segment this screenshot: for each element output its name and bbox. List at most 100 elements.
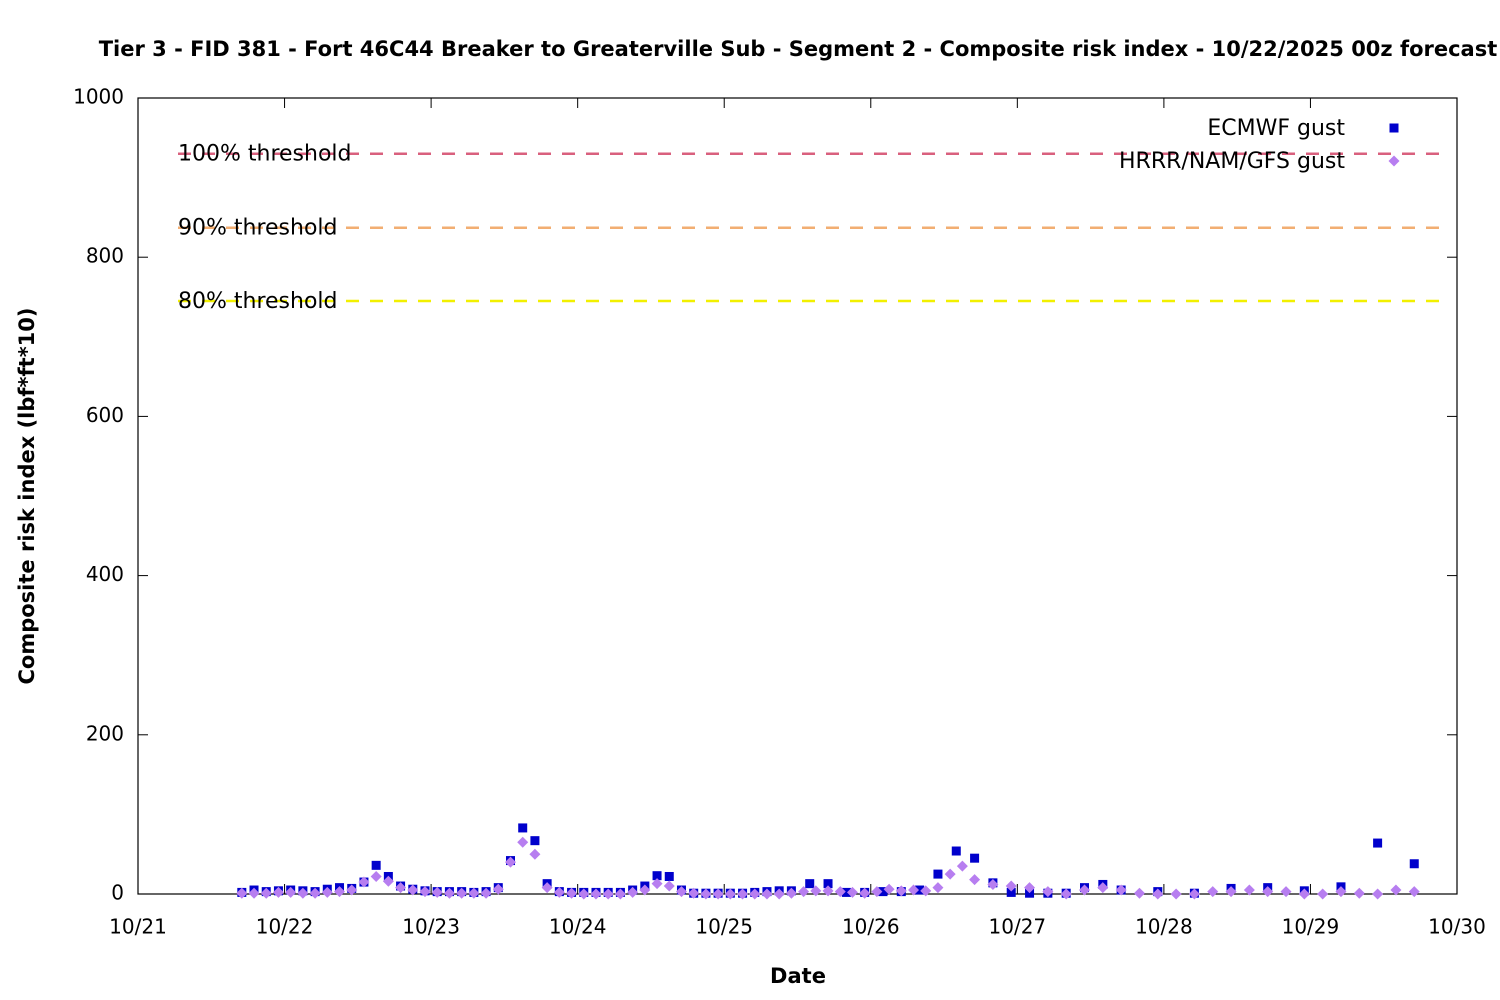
data-point [504, 856, 516, 868]
data-point [578, 888, 590, 900]
data-point [675, 886, 687, 898]
data-point [260, 887, 272, 899]
data-point [761, 888, 773, 900]
data-point [517, 836, 529, 848]
data-point [823, 879, 833, 889]
data-point [859, 887, 871, 899]
data-point [798, 886, 810, 898]
data-point [272, 886, 284, 898]
data-point [841, 887, 851, 897]
data-point [1335, 886, 1347, 898]
data-point [1409, 859, 1419, 869]
data-point [1005, 880, 1017, 892]
data-point [1060, 888, 1072, 900]
data-point [951, 846, 961, 856]
data-point [664, 871, 674, 881]
data-point [346, 884, 358, 896]
data-point [1372, 888, 1384, 900]
data-point [1298, 888, 1310, 900]
data-point [1408, 886, 1420, 898]
data-point [1207, 886, 1219, 898]
data-point [688, 887, 700, 899]
data-point [1373, 838, 1383, 848]
data-point [395, 882, 407, 894]
x-axis-label: Date [770, 964, 826, 988]
legend-label: ECMWF gust [1207, 116, 1345, 141]
data-point [614, 888, 626, 900]
data-point [651, 878, 663, 890]
data-point [700, 888, 712, 900]
data-point [468, 887, 480, 899]
data-point [1225, 886, 1237, 898]
y-axis-label: Composite risk index (lbf*ft*10) [15, 307, 39, 684]
threshold-label: 100% threshold [178, 142, 352, 167]
data-point [1262, 886, 1274, 898]
x-tick-label: 10/26 [842, 915, 900, 939]
data-point [785, 887, 797, 899]
data-point [371, 860, 381, 870]
x-tick-label: 10/29 [1282, 915, 1340, 939]
legend-label: HRRR/NAM/GFS gust [1119, 149, 1345, 174]
data-point [810, 885, 822, 897]
data-point [639, 884, 651, 896]
data-point [1243, 884, 1255, 896]
data-point [908, 884, 920, 896]
data-point [553, 886, 565, 898]
plot-frame [137, 97, 1458, 895]
data-point [627, 886, 639, 898]
data-point [382, 875, 394, 887]
data-point [944, 868, 956, 880]
data-point [878, 887, 888, 897]
data-point [1152, 888, 1164, 900]
legend-marker [1389, 123, 1399, 133]
data-point [1280, 886, 1292, 898]
data-point [724, 888, 736, 900]
x-tick-label: 10/21 [109, 915, 167, 939]
data-point [773, 888, 785, 900]
data-point [895, 885, 907, 897]
data-point [530, 836, 540, 846]
data-point [602, 888, 614, 900]
data-point [933, 869, 943, 879]
y-tick-label: 800 [86, 244, 124, 268]
data-point [834, 886, 846, 898]
data-point [915, 885, 925, 895]
y-tick-label: 1000 [73, 85, 124, 109]
data-point [970, 853, 980, 863]
data-point [969, 874, 981, 886]
legend-marker [1388, 155, 1400, 167]
data-point [712, 888, 724, 900]
data-point [1188, 888, 1200, 900]
y-tick-label: 400 [86, 562, 124, 586]
data-point [541, 882, 553, 894]
data-point [652, 871, 662, 881]
data-point [1042, 886, 1054, 898]
chart-title: Tier 3 - FID 381 - Fort 46C44 Breaker to… [99, 37, 1498, 61]
data-point [419, 886, 431, 898]
x-tick-label: 10/23 [402, 915, 460, 939]
data-point [1390, 884, 1402, 896]
y-tick-label: 600 [86, 403, 124, 427]
data-point [590, 888, 602, 900]
data-point [956, 860, 968, 872]
data-point [407, 884, 419, 896]
data-point [737, 888, 749, 900]
data-point [1115, 884, 1127, 896]
data-point [297, 887, 309, 899]
data-point [932, 882, 944, 894]
data-point [1133, 887, 1145, 899]
data-point [846, 886, 858, 898]
x-tick-label: 10/30 [1428, 915, 1486, 939]
x-tick-label: 10/27 [989, 915, 1047, 939]
data-point [663, 880, 675, 892]
data-point [285, 886, 297, 898]
data-point [334, 886, 346, 898]
data-point [309, 887, 321, 899]
data-point [1079, 884, 1091, 896]
data-point [883, 883, 895, 895]
data-point [1006, 887, 1016, 897]
data-point [1317, 888, 1329, 900]
y-tick-label: 0 [111, 881, 124, 905]
data-point [822, 885, 834, 897]
